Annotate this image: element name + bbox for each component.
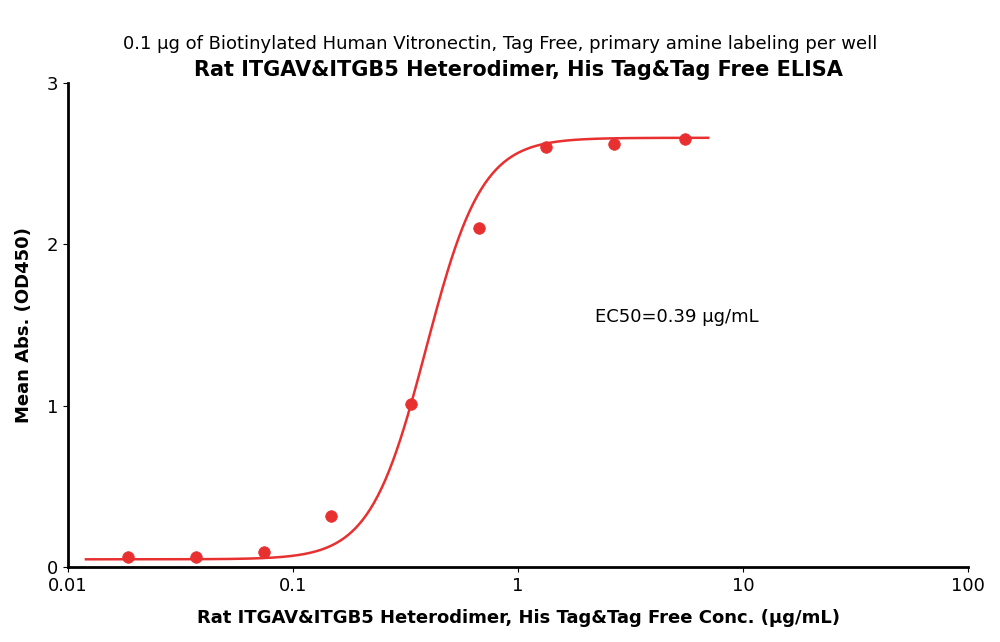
Point [403, 399, 419, 410]
Y-axis label: Mean Abs. (OD450): Mean Abs. (OD450) [15, 227, 33, 423]
Point [323, 510, 339, 521]
Point [188, 552, 204, 562]
Title: Rat ITGAV&ITGB5 Heterodimer, His Tag&Tag Free ELISA: Rat ITGAV&ITGB5 Heterodimer, His Tag&Tag… [194, 60, 843, 80]
Point [120, 551, 136, 562]
X-axis label: Rat ITGAV&ITGB5 Heterodimer, His Tag&Tag Free Conc. (μg/mL): Rat ITGAV&ITGB5 Heterodimer, His Tag&Tag… [197, 609, 840, 627]
Point [606, 139, 622, 150]
Text: EC50=0.39 μg/mL: EC50=0.39 μg/mL [595, 308, 759, 326]
Point [471, 223, 487, 234]
Text: 0.1 μg of Biotinylated Human Vitronectin, Tag Free, primary amine labeling per w: 0.1 μg of Biotinylated Human Vitronectin… [123, 35, 877, 53]
Point [538, 143, 554, 153]
Point [677, 134, 693, 144]
Point [256, 547, 272, 557]
